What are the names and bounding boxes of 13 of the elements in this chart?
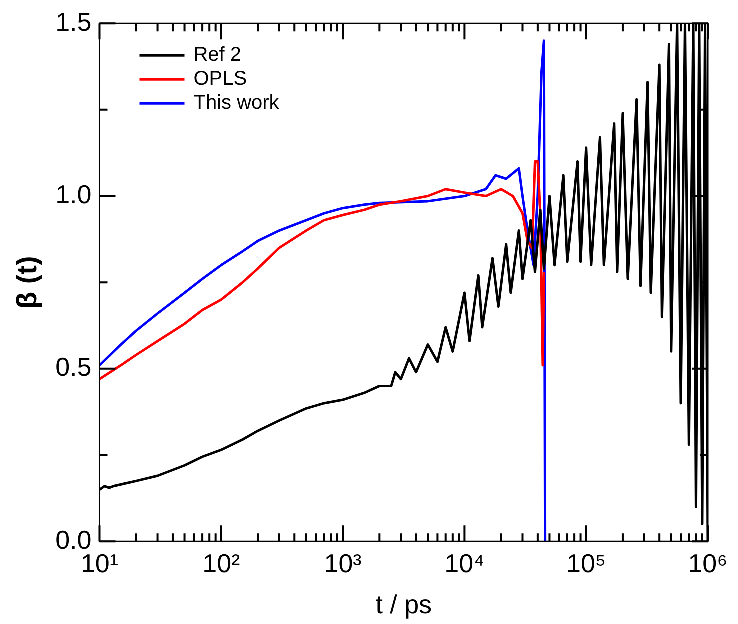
legend-label: OPLS <box>194 68 248 90</box>
x-tick-label: 10⁵ <box>566 548 606 578</box>
y-tick-label: 0.5 <box>56 352 92 382</box>
x-tick-label: 10⁶ <box>688 548 728 578</box>
legend-label: Ref 2 <box>194 44 242 66</box>
y-tick-label: 1.0 <box>56 179 92 210</box>
legend-label: This work <box>194 92 280 114</box>
x-tick-label: 10² <box>202 548 241 578</box>
x-axis-title: t / ps <box>376 590 432 620</box>
x-tick-label: 10³ <box>324 548 362 578</box>
y-axis-title: β (t) <box>12 256 43 310</box>
y-tick-label: 1.5 <box>56 6 92 37</box>
x-tick-label: 10⁴ <box>444 548 485 578</box>
